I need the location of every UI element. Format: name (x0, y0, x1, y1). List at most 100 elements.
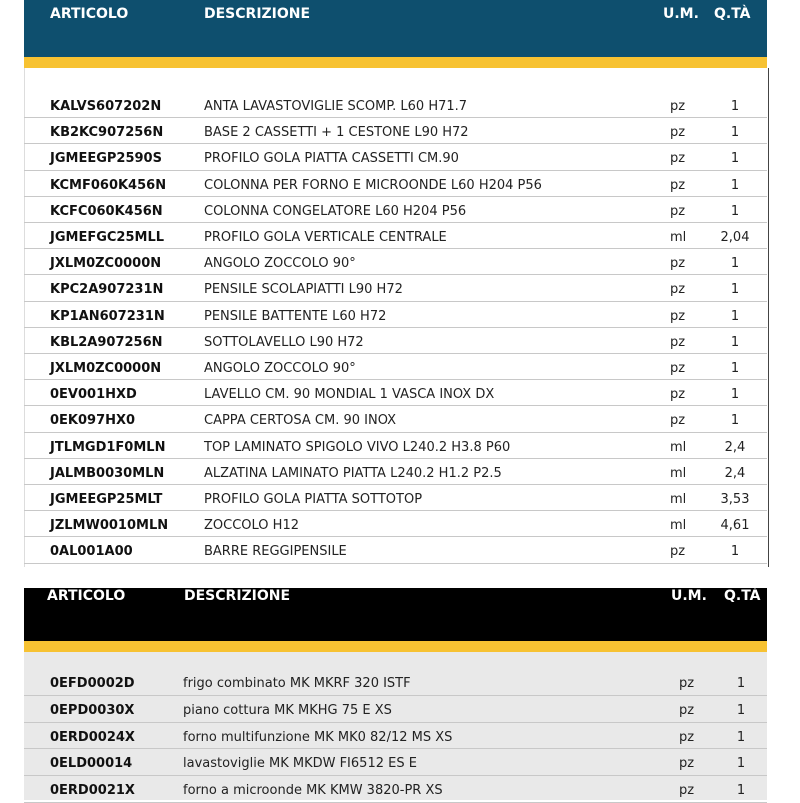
quantity: 1 (736, 676, 746, 691)
quantity: 1 (736, 756, 746, 772)
unit: pz (679, 756, 695, 772)
unit: pz (670, 308, 686, 324)
article-code: 0AL001A00 (50, 544, 133, 560)
table-body (24, 652, 767, 800)
quantity: 2,4 (724, 439, 746, 455)
row-divider (24, 510, 767, 512)
unit: pz (670, 282, 686, 298)
unit: pz (679, 783, 695, 799)
description: TOP LAMINATO SPIGOLO VIVO L240.2 H3.8 P6… (204, 439, 511, 455)
article-code: KCFC060K456N (50, 203, 163, 219)
article-code: JGMEEGP25MLT (50, 492, 163, 507)
description: ANTA LAVASTOVIGLIE SCOMP. L60 H71.7 (204, 99, 468, 114)
article-code: KP1AN607231N (50, 308, 165, 324)
row-divider (24, 775, 767, 777)
quantity: 3,53 (720, 492, 750, 507)
quantity: 1 (730, 256, 740, 272)
unit: ml (670, 518, 687, 534)
row-divider (24, 694, 767, 696)
description: COLONNA PER FORNO E MICROONDE L60 H204 P… (204, 177, 542, 193)
quantity: 1 (730, 99, 740, 114)
article-code: 0EK097HX0 (50, 413, 136, 429)
row-divider (24, 222, 767, 223)
quantity: 2,4 (724, 465, 746, 481)
row-divider (24, 143, 767, 145)
description: frigo combinato MK MKRF 320 ISTF (183, 676, 411, 691)
quantity: 1 (730, 125, 740, 141)
quantity: 1 (730, 282, 740, 298)
article-code: 0EFD0002D (50, 676, 135, 691)
description: PROFILO GOLA VERTICALE CENTRALE (204, 230, 447, 245)
unit: pz (679, 702, 695, 718)
unit: pz (670, 151, 686, 167)
description: SOTTOLAVELLO L90 H72 (204, 334, 364, 350)
unit: pz (670, 99, 686, 114)
unit: pz (670, 361, 686, 376)
quantity: 1 (730, 361, 740, 376)
row-divider (24, 562, 767, 564)
column-header: U.M. (671, 588, 707, 604)
quantity: 1 (730, 203, 740, 219)
quantity: 4,61 (720, 518, 750, 534)
table-body (24, 68, 769, 567)
description: PROFILO GOLA PIATTA SOTTOTOP (204, 492, 423, 507)
article-code: JALMB0030MLN (50, 465, 165, 481)
column-header: DESCRIZIONE (184, 588, 291, 604)
quantity: 1 (730, 387, 740, 403)
description: piano cottura MK MKHG 75 E XS (183, 702, 392, 718)
article-code: JZLMW0010MLN (50, 518, 169, 534)
description: forno a microonde MK KMW 3820-PR XS (183, 783, 443, 799)
accent-stripe (24, 641, 767, 652)
column-header: Q.TÀ (724, 588, 761, 604)
row-divider (24, 405, 767, 407)
description: PENSILE BATTENTE L60 H72 (204, 308, 387, 324)
description: ALZATINA LAMINATO PIATTA L240.2 H1.2 P2.… (204, 465, 502, 481)
quantity: 1 (730, 544, 740, 560)
row-divider (24, 379, 767, 381)
unit: pz (670, 334, 686, 350)
row-divider (24, 353, 767, 354)
row-divider (24, 300, 767, 302)
unit: pz (670, 256, 686, 272)
description: PENSILE SCOLAPIATTI L90 H72 (204, 282, 403, 298)
quantity: 1 (736, 783, 746, 799)
description: BARRE REGGIPENSILE (204, 544, 347, 560)
description: forno multifunzione MK MK0 82/12 MS XS (183, 729, 453, 745)
quantity: 1 (730, 151, 740, 167)
unit: pz (670, 544, 686, 560)
description: CAPPA CERTOSA CM. 90 INOX (204, 413, 397, 429)
unit: pz (670, 203, 686, 219)
article-code: JTLMGD1F0MLN (50, 439, 166, 455)
row-divider (24, 748, 767, 750)
unit: pz (679, 729, 695, 745)
description: BASE 2 CASSETTI + 1 CESTONE L90 H72 (204, 125, 469, 141)
description: PROFILO GOLA PIATTA CASSETTI CM.90 (204, 151, 459, 167)
row-divider (24, 536, 767, 538)
unit: pz (670, 177, 686, 193)
article-code: KCMF060K456N (50, 177, 167, 193)
description: COLONNA CONGELATORE L60 H204 P56 (204, 203, 467, 219)
accent-stripe (24, 57, 767, 68)
column-header: Q.TÀ (714, 6, 751, 22)
column-header: DESCRIZIONE (204, 6, 311, 22)
description: ZOCCOLO H12 (204, 518, 299, 534)
article-code: JXLM0ZC0000N (50, 361, 162, 376)
quantity: 1 (730, 334, 740, 350)
unit: pz (670, 413, 686, 429)
unit: pz (670, 125, 686, 141)
article-code: KB2KC907256N (50, 125, 164, 141)
table-header-bar (24, 0, 767, 57)
row-divider (24, 431, 767, 433)
unit: ml (670, 465, 687, 481)
article-code: JXLM0ZC0000N (50, 256, 162, 272)
quantity: 1 (730, 177, 740, 193)
article-code: 0ERD0021X (50, 783, 135, 799)
row-divider (24, 117, 767, 119)
row-divider (24, 195, 767, 197)
description: ANGOLO ZOCCOLO 90° (204, 361, 356, 376)
article-code: 0ERD0024X (50, 729, 135, 745)
article-code: JGMEFGC25MLL (50, 230, 165, 245)
article-code: KPC2A907231N (50, 282, 164, 298)
row-divider (24, 484, 767, 485)
